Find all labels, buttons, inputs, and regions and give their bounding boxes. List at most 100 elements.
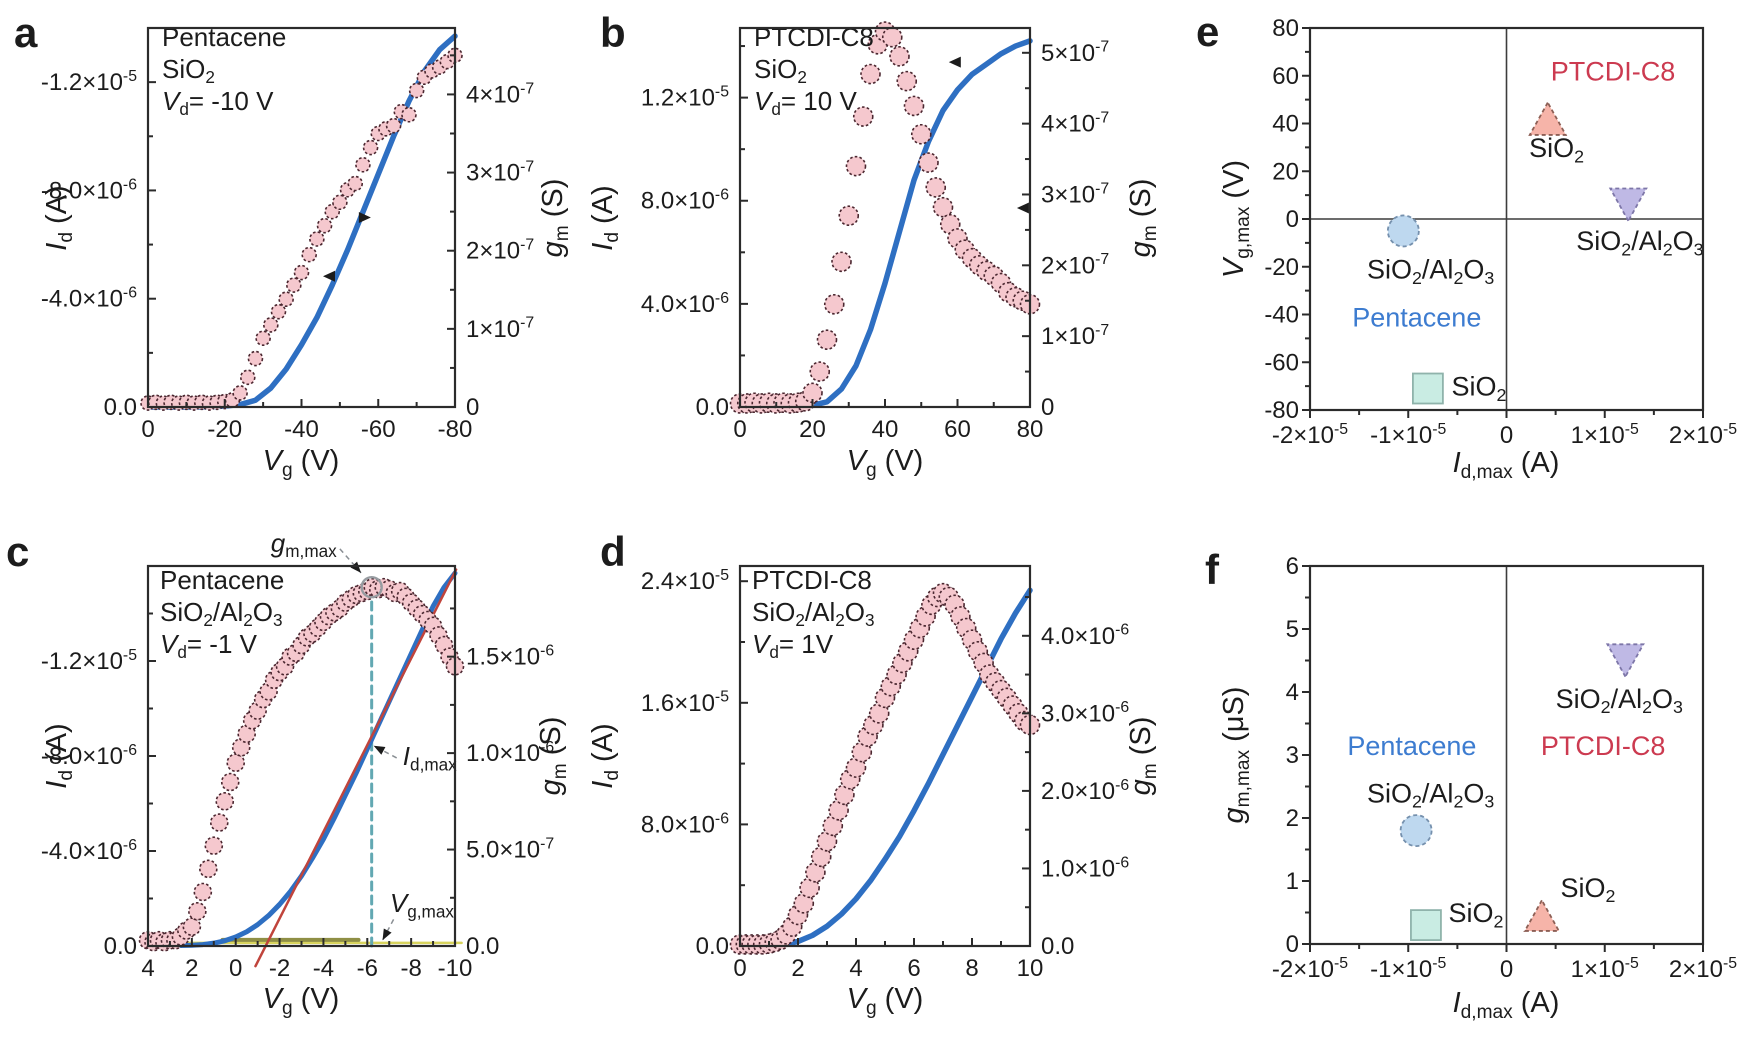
- left-y-axis-label: Id (A): [587, 723, 623, 788]
- x-tick-label: -6: [357, 955, 378, 982]
- y-tick-label: 4×10-7: [1041, 110, 1109, 138]
- gm-scatter-point: [247, 350, 264, 367]
- y-tick-label: -4.0×10-6: [41, 837, 137, 865]
- x-tick-label: 20: [799, 416, 826, 443]
- y-tick-label: 5: [1286, 616, 1299, 643]
- x-tick-label: 80: [1017, 416, 1044, 443]
- right-y-axis-label: gm (S): [537, 179, 573, 258]
- scatter-label: SiO2: [1449, 898, 1504, 931]
- panel-letter: d: [600, 528, 626, 575]
- y-tick-label: 4.0×10-6: [1041, 622, 1129, 650]
- ptcdi-sio2-point: [1528, 100, 1568, 136]
- gm-scatter-point: [889, 46, 910, 67]
- x-tick-label: 6: [907, 955, 920, 982]
- gm-scatter-point: [918, 152, 939, 173]
- x-tick-label: 2: [185, 955, 198, 982]
- axis-pointer-arrow: [948, 56, 961, 68]
- x-tick-label: -4: [313, 955, 334, 982]
- panel-letter: a: [14, 9, 38, 56]
- axis-pointer-arrow: [1016, 202, 1029, 214]
- y-tick-label: 0: [1286, 931, 1299, 958]
- y-tick-label: 3.0×10-6: [1041, 699, 1129, 727]
- panel-e: PTCDI-C8 SiO2 SiO2/Al2O3 SiO2/Al2O3 Pentacen…: [1196, 8, 1737, 483]
- x-tick-label: 2×10-5: [1669, 421, 1737, 449]
- x-axis-label: Vg (V): [263, 445, 340, 481]
- x-tick-label: -80: [438, 416, 473, 443]
- arrow-head: [373, 745, 386, 755]
- gm-scatter-point: [881, 26, 903, 48]
- x-tick-label: -2: [269, 955, 290, 982]
- annotation: Vg,max: [390, 888, 454, 921]
- gm-scatter-point: [385, 117, 402, 134]
- gm-scatter-point: [932, 196, 954, 218]
- scatter-label: SiO2/Al2O3: [1556, 684, 1683, 717]
- gm-scatter-point: [309, 231, 325, 247]
- x-tick-label: 60: [944, 416, 971, 443]
- panel-f: Pentacene PTCDI-C8 SiO2/Al2O3 SiO2 SiO2 SiO2/…: [1205, 546, 1737, 1023]
- axis-pointer-arrow: [358, 212, 371, 223]
- x-tick-label: -10: [438, 955, 473, 982]
- y-tick-label: 3×10-7: [466, 158, 534, 186]
- panel-letter: f: [1205, 546, 1220, 593]
- y-tick-label: 1.0×10-6: [1041, 854, 1129, 882]
- gm-scatter-point: [910, 123, 932, 145]
- scatter-label: SiO2/Al2O3: [1576, 226, 1703, 259]
- y-tick-label: 2.0×10-6: [1041, 777, 1129, 805]
- y-tick-label: 2×10-7: [466, 237, 534, 265]
- pentacene-sio2-point: [1412, 372, 1444, 405]
- y-tick-label: 0.0: [104, 933, 137, 960]
- y-tick-label: 1.6×10-5: [641, 689, 729, 717]
- plot-box: [146, 26, 457, 409]
- inset-line: Pentacene: [160, 565, 284, 595]
- y-tick-label: 0.0: [696, 394, 729, 421]
- gm-scatter-point: [816, 329, 838, 351]
- x-axis-label: Vg (V): [847, 445, 924, 481]
- x-tick-label: 0: [1500, 422, 1513, 449]
- x-tick-label: -1×10-5: [1370, 421, 1446, 449]
- y-tick-label: -60: [1264, 349, 1299, 376]
- panel-letter: b: [600, 9, 626, 56]
- tangent-line: [254, 568, 458, 968]
- gm-scatter-point: [401, 106, 417, 123]
- inset-line: PTCDI-C8: [754, 22, 874, 52]
- y-tick-label: -1.2×10-5: [41, 647, 137, 675]
- gm-scatter-point: [193, 882, 213, 902]
- gm-scatter-point: [278, 291, 294, 307]
- ptcdi-sio2-point: [1523, 898, 1561, 932]
- scatter-label: SiO2: [1451, 372, 1506, 405]
- gm-scatter-point: [903, 95, 925, 117]
- annotation: Id,max: [403, 741, 457, 774]
- x-tick-label: 4: [849, 955, 862, 982]
- inset-line: Pentacene: [162, 22, 286, 52]
- axis-pointer-arrow: [322, 270, 335, 282]
- x-tick-label: 10: [1017, 955, 1044, 982]
- gm-scatter-point: [226, 753, 246, 773]
- x-tick-label: 0: [733, 955, 746, 982]
- x-tick-label: 2×10-5: [1669, 955, 1737, 983]
- y-tick-label: 5.0×10-7: [466, 835, 554, 863]
- y-tick-label: 0: [1041, 394, 1054, 421]
- y-tick-label: 2: [1286, 805, 1299, 832]
- y-tick-label: 0: [1286, 206, 1299, 233]
- y-tick-label: 0.0: [104, 394, 137, 421]
- gm-scatter-point: [286, 277, 302, 293]
- pentacene-sio2-point: [1410, 909, 1442, 941]
- y-tick-label: 60: [1272, 63, 1299, 90]
- x-tick-label: 2: [791, 955, 804, 982]
- arrow-head: [382, 928, 392, 941]
- scatter-label: SiO2/Al2O3: [1367, 778, 1494, 811]
- gm-scatter-point: [220, 772, 240, 792]
- gm-scatter-point: [293, 264, 310, 281]
- y-tick-label: 2.4×10-5: [641, 567, 729, 595]
- y-tick-label: 5×10-7: [1041, 39, 1109, 67]
- x-tick-label: -1×10-5: [1370, 955, 1446, 983]
- pentacene-sio2al2o3-point: [1399, 814, 1433, 847]
- x-tick-label: 1×10-5: [1571, 421, 1639, 449]
- annotation: gm,max: [271, 528, 337, 561]
